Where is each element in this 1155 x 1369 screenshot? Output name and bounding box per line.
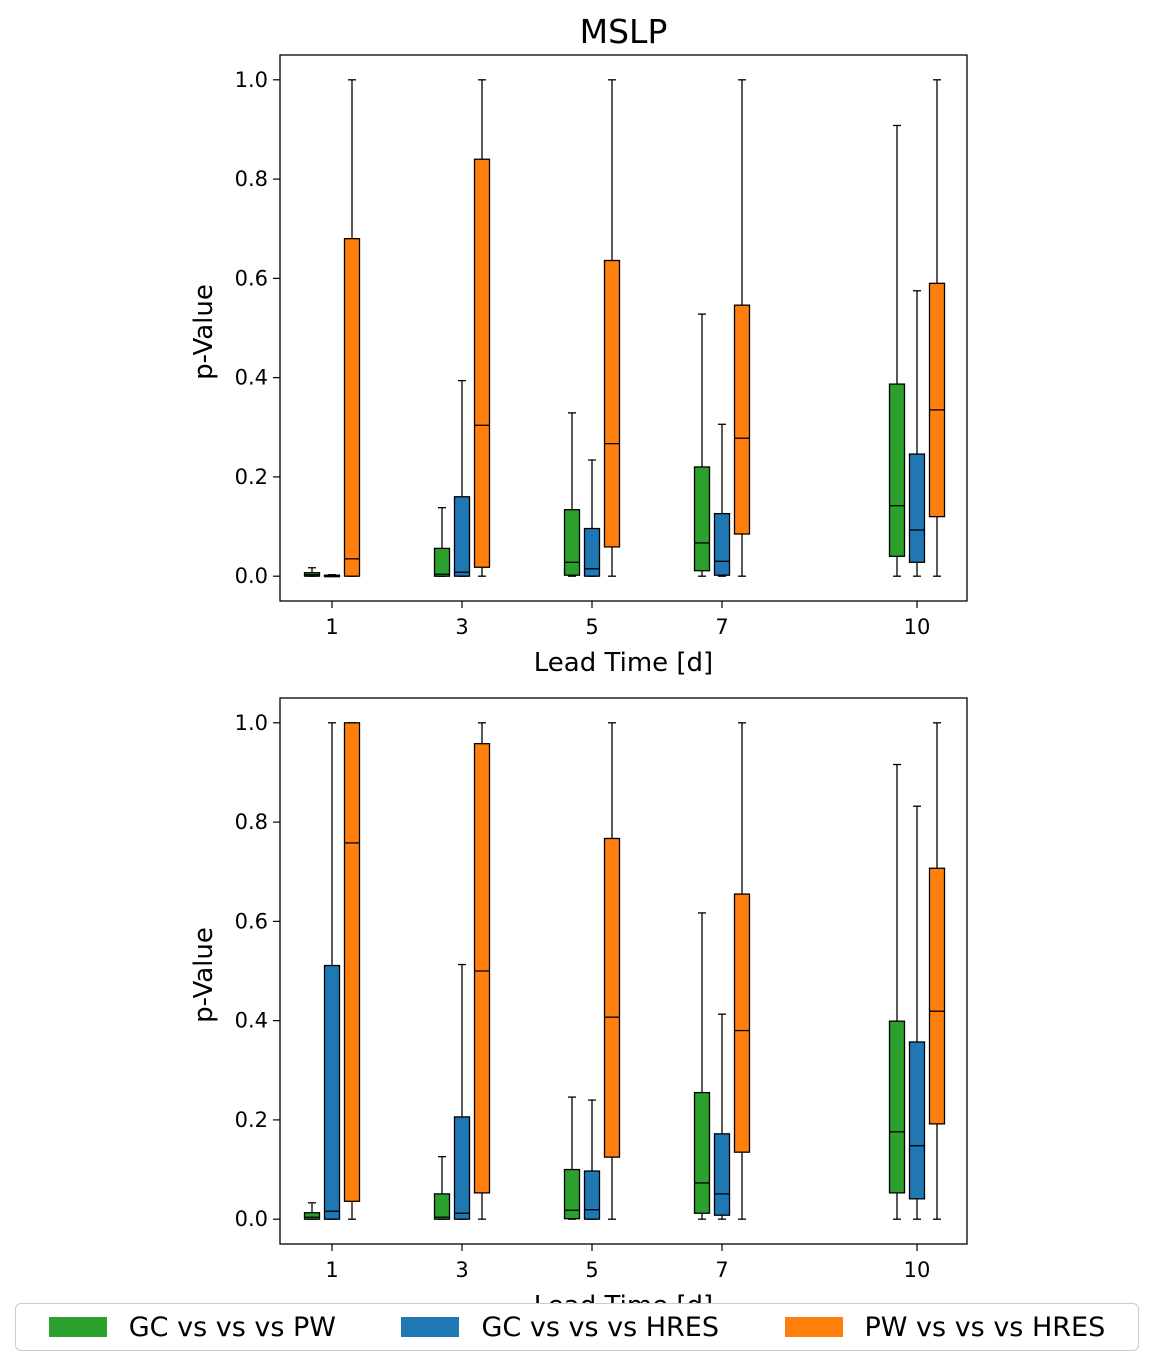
box-body [433, 547, 451, 577]
box-body [603, 259, 621, 548]
box-body [563, 509, 581, 576]
box-pw-vs-vs-vs-hres [733, 722, 751, 1220]
legend-item-pw-vs-hres: PW vs vs vs HRES [784, 1311, 1106, 1343]
box-body [323, 964, 341, 1220]
box-gc-vs-vs-vs-pw [563, 1096, 581, 1220]
y-axis-label: p-Value [189, 927, 219, 1023]
box-gc-vs-vs-vs-hres [453, 379, 471, 577]
box-pw-vs-vs-vs-hres [928, 79, 946, 577]
x-tick-label: 1 [325, 1258, 338, 1282]
box-gc-vs-vs-vs-hres [713, 423, 731, 577]
box-body [928, 867, 946, 1125]
x-tick-label: 3 [455, 615, 468, 639]
box-body [693, 466, 711, 572]
x-tick-label: 5 [585, 1258, 598, 1282]
legend-swatch-green [48, 1317, 107, 1337]
box-body [733, 893, 751, 1153]
y-tick-label: 1.0 [235, 68, 268, 92]
box-gc-vs-vs-vs-pw [433, 1155, 451, 1220]
x-tick-label: 10 [904, 615, 931, 639]
box-gc-vs-vs-vs-hres [453, 963, 471, 1220]
box-pw-vs-vs-vs-hres [603, 722, 621, 1220]
plot-frame [279, 697, 968, 1245]
box-body [888, 1020, 906, 1194]
box-body [583, 527, 601, 577]
box-pw-vs-vs-vs-hres [473, 79, 491, 577]
box-gc-vs-vs-vs-hres [713, 1013, 731, 1220]
box-body [583, 1170, 601, 1220]
x-tick-label: 10 [904, 1258, 931, 1282]
y-tick-label: 0.2 [235, 465, 268, 489]
y-tick-label: 0.6 [235, 909, 268, 933]
box-gc-vs-vs-vs-hres [583, 1099, 601, 1220]
y-tick-label: 0.4 [235, 366, 268, 390]
box-gc-vs-vs-vs-pw [433, 507, 451, 577]
box-body [713, 1133, 731, 1216]
box-body [343, 722, 361, 1202]
box-gc-vs-vs-vs-hres [908, 290, 926, 577]
legend-swatch-blue [401, 1317, 460, 1337]
legend-item-gc-vs-pw: GC vs vs vs PW [48, 1311, 336, 1343]
box-gc-vs-vs-vs-pw [563, 412, 581, 577]
box-gc-vs-vs-vs-hres [583, 459, 601, 577]
x-tick-label: 1 [325, 615, 338, 639]
box-body [908, 1041, 926, 1200]
box-body [303, 1212, 321, 1220]
box-body [563, 1168, 581, 1220]
legend-label: GC vs vs vs PW [128, 1311, 336, 1343]
box-body [473, 743, 491, 1194]
legend-label: PW vs vs vs HRES [864, 1311, 1106, 1343]
box-body [888, 383, 906, 557]
x-tick-label: 7 [715, 615, 728, 639]
legend-swatch-orange [784, 1317, 843, 1337]
box-gc-vs-vs-vs-pw [693, 313, 711, 577]
box-gc-vs-vs-vs-pw [693, 912, 711, 1220]
chart-panel-1: 0.0 0.2 0.4 0.6 0.8 1.0 1 3 5 7 10 Lead Time [d] p-V… [189, 12, 968, 678]
box-gc-vs-vs-vs-pw [888, 763, 906, 1220]
box-gc-vs-vs-vs-hres [323, 722, 341, 1220]
box-body [453, 1116, 471, 1220]
box-body [453, 496, 471, 577]
y-tick-label: 1.0 [235, 711, 268, 735]
box-gc-vs-vs-vs-pw [888, 124, 906, 577]
plot-frame [279, 54, 968, 602]
y-tick-label: 0.0 [235, 1207, 268, 1231]
box-body [928, 282, 946, 518]
box-gc-vs-vs-vs-pw [303, 1202, 321, 1220]
x-axis-label: Lead Time [d] [534, 648, 713, 678]
box-pw-vs-vs-vs-hres [733, 79, 751, 577]
box-pw-vs-vs-vs-hres [603, 79, 621, 577]
y-axis-label: p-Value [189, 284, 219, 380]
y-tick-label: 0.8 [235, 810, 268, 834]
box-body [713, 512, 731, 576]
legend-label: GC vs vs vs HRES [481, 1311, 719, 1343]
y-tick-label: 0.8 [235, 167, 268, 191]
box-pw-vs-vs-vs-hres [343, 722, 361, 1220]
y-tick-label: 0.0 [235, 564, 268, 588]
y-tick-label: 0.6 [235, 266, 268, 290]
box-body [343, 238, 361, 577]
legend-item-gc-vs-hres: GC vs vs vs HRES [401, 1312, 719, 1343]
box-body [693, 1091, 711, 1214]
legend: GC vs vs vs PW GC vs vs vs HRES PW vs vs… [15, 1303, 1139, 1351]
x-tick-label: 7 [715, 1258, 728, 1282]
chart-title: MSLP [580, 12, 668, 51]
box-body [908, 453, 926, 563]
box-body [603, 837, 621, 1158]
x-tick-label: 5 [585, 615, 598, 639]
box-gc-vs-vs-vs-pw [303, 567, 321, 577]
box-pw-vs-vs-vs-hres [928, 722, 946, 1220]
y-tick-label: 0.4 [235, 1009, 268, 1033]
y-tick-label: 0.2 [235, 1108, 268, 1132]
x-tick-label: 3 [455, 1258, 468, 1282]
box-pw-vs-vs-vs-hres [473, 722, 491, 1220]
box-gc-vs-vs-vs-hres [323, 574, 341, 578]
box-body [733, 304, 751, 535]
box-body [433, 1193, 451, 1220]
box-gc-vs-vs-vs-hres [908, 805, 926, 1220]
box-body [473, 158, 491, 568]
box-pw-vs-vs-vs-hres [343, 79, 361, 577]
